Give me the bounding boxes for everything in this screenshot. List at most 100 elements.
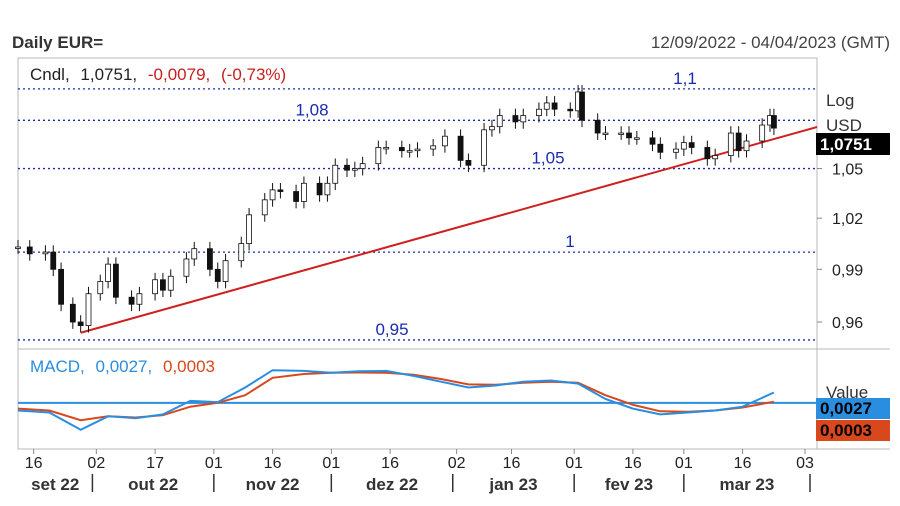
macd-tag: 0,0027 [820, 399, 872, 418]
candle [77, 321, 84, 326]
price-tag: 1,0751 [820, 135, 872, 154]
x-tick-label: 16 [264, 455, 282, 472]
candle [633, 137, 640, 140]
candle [26, 246, 33, 255]
candle [128, 296, 135, 305]
signal-line [17, 371, 775, 422]
macd-lines [17, 369, 817, 431]
price-tag-bg [816, 133, 890, 155]
candle [735, 132, 742, 152]
candle [536, 108, 542, 116]
level-label: 0,95 [375, 320, 408, 339]
y-tick-label: 0,96 [832, 315, 863, 332]
candle [626, 132, 632, 139]
candle [375, 147, 382, 165]
candle [512, 115, 519, 123]
candle [301, 182, 307, 202]
candle [398, 147, 405, 152]
candles [15, 85, 777, 333]
month-label: fev 23 [605, 475, 653, 494]
candle [649, 137, 656, 145]
candle [496, 115, 503, 128]
month-label: mar 23 [720, 475, 775, 494]
x-tick-label: 02 [448, 455, 466, 472]
candle [58, 268, 64, 305]
x-tick-label: 03 [796, 455, 814, 472]
candle [183, 258, 190, 277]
candle [269, 189, 276, 201]
x-tick-label: 16 [503, 455, 521, 472]
signal-tag: 0,0003 [820, 421, 872, 440]
candle [602, 132, 609, 135]
candle [97, 281, 104, 295]
candle [727, 132, 734, 156]
candle [551, 102, 558, 110]
candle [105, 263, 111, 282]
legend-last-value: 1,0751, [80, 65, 137, 84]
candle [673, 148, 679, 153]
trendline [80, 126, 818, 334]
candle [680, 142, 687, 150]
candle [567, 108, 574, 112]
candle [69, 303, 76, 323]
candle [489, 126, 495, 131]
candle [743, 140, 750, 152]
month-label: nov 22 [246, 475, 300, 494]
x-tick-label: 16 [734, 455, 752, 472]
candle [15, 246, 21, 249]
legend-change-pct: (-0,73%) [221, 65, 286, 84]
candle [85, 293, 92, 326]
candle [332, 164, 339, 184]
candle [246, 214, 252, 244]
macd-line [17, 369, 775, 431]
x-tick-label: 17 [146, 455, 164, 472]
candle [136, 293, 143, 305]
level-lines: 1,1 1,08 1,05 1 0,95 [18, 69, 817, 341]
x-tick-label: 02 [87, 455, 105, 472]
month-label: dez 22 [366, 475, 418, 494]
candle [442, 135, 448, 147]
candle [222, 260, 229, 282]
axis-scale-label: Log [826, 91, 854, 110]
candle [324, 182, 331, 196]
macd-axis-label: Value [826, 383, 868, 402]
axis-unit-label: USD [826, 116, 862, 135]
candle [344, 164, 350, 171]
legend-series-label: Cndl, [30, 65, 70, 84]
time-axis: 16 02 17 01 16 01 16 02 16 01 16 01 16 03 set 22 out 22… [25, 449, 814, 494]
legend-macd-label: MACD, [30, 357, 85, 376]
candle [465, 160, 472, 166]
candle [214, 268, 221, 282]
candle [113, 263, 119, 298]
candle [481, 129, 487, 166]
x-tick-label: 01 [322, 455, 340, 472]
legend-macd-value: 0,0027, [96, 357, 153, 376]
candle [759, 124, 766, 142]
candle [261, 199, 268, 216]
y-tick-label: 1,05 [832, 162, 863, 179]
candle [543, 102, 550, 110]
chart-title: Daily EUR= [12, 33, 104, 52]
level-label: 1,08 [295, 100, 328, 119]
x-tick-label: 01 [565, 455, 583, 472]
candle [457, 135, 464, 161]
x-tick-label: 01 [205, 455, 223, 472]
price-panel-frame [17, 57, 818, 350]
x-tick-label: 16 [381, 455, 399, 472]
candle [351, 168, 358, 171]
candle [160, 279, 166, 291]
candle [152, 279, 158, 295]
macd-tag-bg [816, 398, 890, 419]
y-tick-label: 0,99 [832, 262, 863, 279]
month-label: set 22 [31, 475, 79, 494]
candle [688, 142, 695, 148]
candle [712, 155, 719, 160]
candle [207, 248, 213, 270]
candle [414, 148, 421, 152]
candle [704, 147, 711, 160]
candle [657, 143, 664, 153]
x-tick-label: 01 [675, 455, 693, 472]
candle [50, 251, 57, 270]
candle [293, 191, 299, 202]
